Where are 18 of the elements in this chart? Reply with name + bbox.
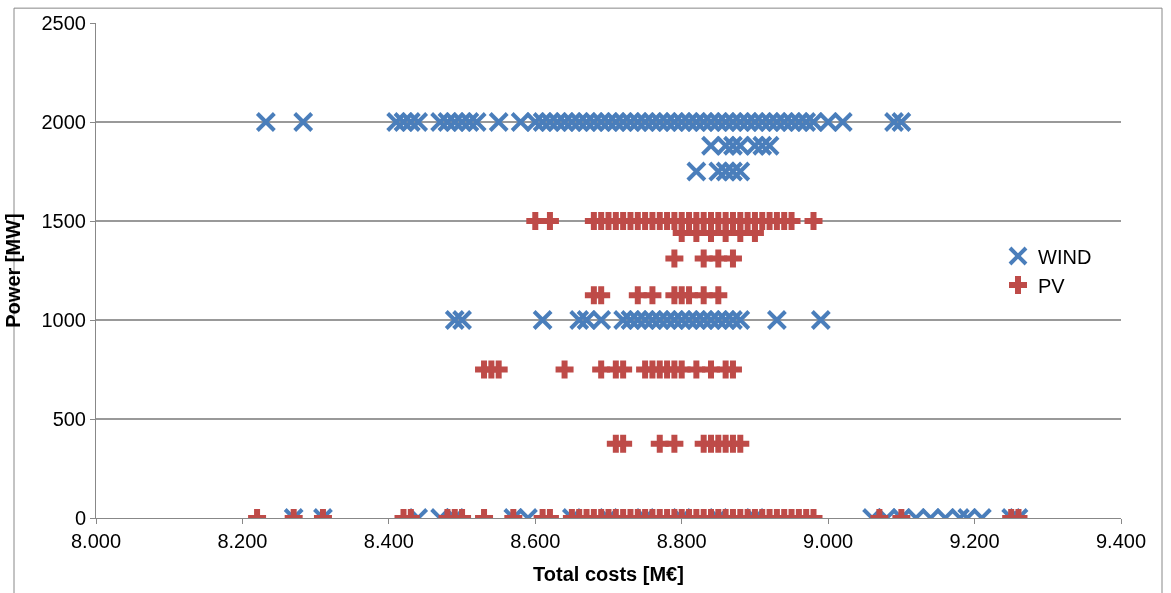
y-tick-label: 2000 (41, 111, 86, 133)
y-tick-label: 1000 (41, 309, 86, 331)
y-axis-title: Power [MW] (2, 213, 24, 328)
x-tick-label: 8.800 (656, 530, 707, 552)
x-tick-label: 9.200 (949, 530, 1000, 552)
x-axis-title: Total costs [M€] (533, 562, 684, 585)
x-tick-label: 8.600 (510, 530, 561, 552)
x-tick-label: 8.400 (363, 530, 414, 552)
y-tick-label: 1500 (41, 210, 86, 232)
x-tick-label: 9.000 (803, 530, 854, 552)
legend-label: PV (1038, 274, 1066, 297)
y-tick-label: 500 (52, 408, 86, 430)
x-tick-label: 8.000 (70, 530, 122, 552)
legend-label: WIND (1038, 245, 1092, 268)
y-tick-label: 2500 (41, 12, 86, 34)
x-tick-label: 9.400 (1095, 530, 1147, 552)
x-tick-label: 8.200 (217, 530, 268, 552)
y-tick-label: 0 (74, 507, 86, 529)
